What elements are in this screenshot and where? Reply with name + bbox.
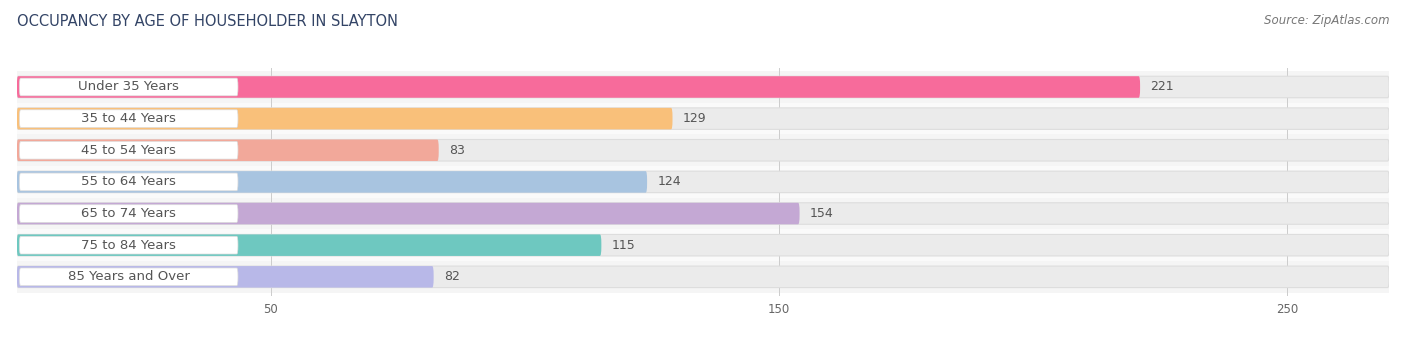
FancyBboxPatch shape (20, 110, 238, 128)
Text: 221: 221 (1150, 81, 1174, 94)
FancyBboxPatch shape (17, 266, 1389, 288)
FancyBboxPatch shape (17, 234, 1389, 256)
FancyBboxPatch shape (17, 76, 1389, 98)
FancyBboxPatch shape (0, 103, 1389, 134)
FancyBboxPatch shape (17, 76, 1140, 98)
Text: 83: 83 (449, 144, 465, 157)
FancyBboxPatch shape (20, 236, 238, 254)
FancyBboxPatch shape (17, 108, 1389, 130)
Text: 124: 124 (657, 175, 681, 188)
Text: Source: ZipAtlas.com: Source: ZipAtlas.com (1264, 14, 1389, 27)
FancyBboxPatch shape (20, 141, 238, 159)
FancyBboxPatch shape (0, 198, 1389, 230)
FancyBboxPatch shape (0, 261, 1389, 293)
FancyBboxPatch shape (17, 171, 647, 193)
Text: Under 35 Years: Under 35 Years (79, 81, 179, 94)
Text: 85 Years and Over: 85 Years and Over (67, 270, 190, 283)
FancyBboxPatch shape (17, 139, 439, 161)
Text: 45 to 54 Years: 45 to 54 Years (82, 144, 176, 157)
FancyBboxPatch shape (17, 234, 602, 256)
FancyBboxPatch shape (0, 230, 1389, 261)
Text: 154: 154 (810, 207, 834, 220)
FancyBboxPatch shape (20, 173, 238, 191)
FancyBboxPatch shape (20, 78, 238, 96)
FancyBboxPatch shape (17, 139, 1389, 161)
Text: 65 to 74 Years: 65 to 74 Years (82, 207, 176, 220)
FancyBboxPatch shape (17, 171, 1389, 193)
Text: 129: 129 (683, 112, 706, 125)
FancyBboxPatch shape (0, 134, 1389, 166)
FancyBboxPatch shape (0, 166, 1389, 198)
FancyBboxPatch shape (17, 266, 433, 288)
FancyBboxPatch shape (20, 268, 238, 286)
FancyBboxPatch shape (0, 71, 1389, 103)
FancyBboxPatch shape (17, 108, 672, 130)
Text: 75 to 84 Years: 75 to 84 Years (82, 239, 176, 252)
Text: 35 to 44 Years: 35 to 44 Years (82, 112, 176, 125)
Text: 115: 115 (612, 239, 636, 252)
FancyBboxPatch shape (20, 205, 238, 222)
Text: OCCUPANCY BY AGE OF HOUSEHOLDER IN SLAYTON: OCCUPANCY BY AGE OF HOUSEHOLDER IN SLAYT… (17, 14, 398, 29)
Text: 55 to 64 Years: 55 to 64 Years (82, 175, 176, 188)
Text: 82: 82 (444, 270, 460, 283)
FancyBboxPatch shape (17, 203, 1389, 224)
FancyBboxPatch shape (17, 203, 800, 224)
